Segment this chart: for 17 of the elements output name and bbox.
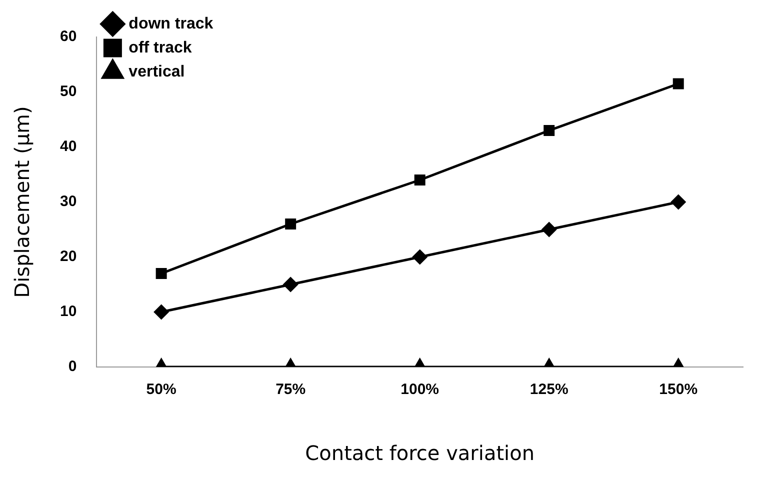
y-tick-label: 30 [60,193,77,210]
y-tick-label: 10 [60,303,77,320]
y-tick-label: 50 [60,83,77,100]
y-axis-title: Displacement (µm) [10,106,34,298]
y-tick-label: 40 [60,138,77,156]
x-tick-label: 75% [276,381,306,398]
legend-label: off track [128,39,192,56]
legend-label: down track [128,15,214,32]
y-tick-label: 60 [60,28,77,46]
x-tick-label: 100% [400,381,440,398]
legend-label: vertical [128,63,185,80]
x-tick-label: 150% [659,381,698,398]
x-tick-label: 50% [146,381,176,398]
x-axis-title: Contact force variation [305,441,535,466]
y-tick-label: 0 [68,358,77,376]
y-tick-label: 20 [60,248,77,266]
x-tick-label: 125% [530,381,568,398]
